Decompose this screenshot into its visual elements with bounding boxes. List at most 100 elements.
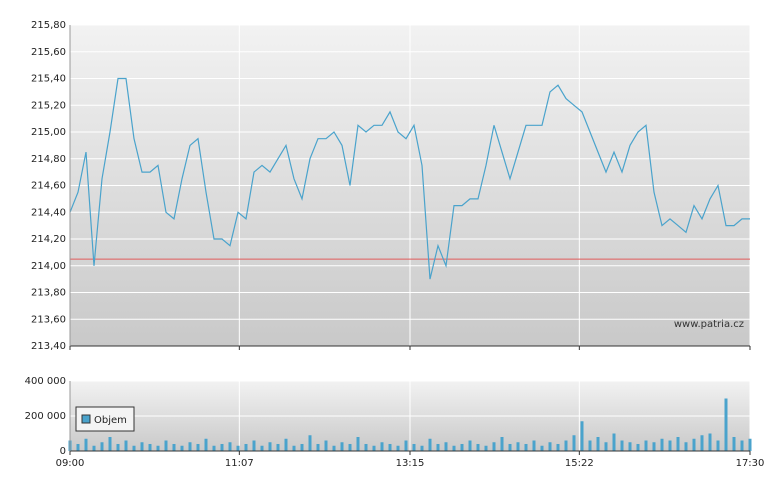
- volume-bar: [380, 442, 384, 451]
- volume-bar: [748, 438, 752, 451]
- x-tick-label: 11:07: [225, 458, 254, 469]
- watermark: www.patria.cz: [674, 319, 744, 330]
- volume-bar: [596, 437, 600, 451]
- volume-bar: [228, 442, 232, 451]
- volume-bar: [388, 444, 392, 451]
- volume-bar: [84, 438, 88, 451]
- volume-bar: [292, 445, 296, 451]
- volume-bar: [284, 438, 288, 451]
- volume-bar: [644, 440, 648, 451]
- volume-bar: [324, 440, 328, 451]
- volume-bar: [356, 437, 360, 451]
- y-tick-label: 215,40: [31, 74, 66, 85]
- volume-bar: [620, 440, 624, 451]
- volume-bar: [468, 440, 472, 451]
- volume-bar: [396, 445, 400, 451]
- volume-bar: [316, 444, 320, 451]
- volume-bar: [260, 445, 264, 451]
- volume-bar: [92, 445, 96, 451]
- volume-bar: [500, 437, 504, 451]
- y-tick-label: 214,40: [31, 207, 66, 218]
- volume-bar: [196, 444, 200, 451]
- volume-bar: [460, 444, 464, 451]
- volume-bar: [692, 438, 696, 451]
- volume-bar: [180, 445, 184, 451]
- y-tick-label: 214,80: [31, 154, 66, 165]
- volume-bar: [724, 398, 728, 451]
- volume-bar: [668, 440, 672, 451]
- y-tick-label: 214,00: [31, 261, 66, 272]
- volume-bar: [556, 444, 560, 451]
- volume-bar: [540, 445, 544, 451]
- volume-bar: [564, 440, 568, 451]
- volume-bar: [140, 442, 144, 451]
- price-line: [69, 77, 750, 280]
- volume-bar: [404, 440, 408, 451]
- y-tick-label: 215,00: [31, 127, 66, 138]
- volume-bar: [516, 442, 520, 451]
- volume-bar: [612, 433, 616, 451]
- volume-bar: [524, 444, 528, 451]
- volume-bar: [700, 435, 704, 451]
- volume-bar: [244, 444, 248, 451]
- volume-bar: [116, 444, 120, 451]
- volume-bar: [628, 442, 632, 451]
- volume-bar: [268, 442, 272, 451]
- y-tick-label: 213,80: [31, 288, 66, 299]
- x-tick-label: 17:30: [736, 458, 765, 469]
- volume-bar: [716, 440, 720, 451]
- volume-bar: [332, 445, 336, 451]
- volume-bar: [252, 440, 256, 451]
- volume-bar: [436, 444, 440, 451]
- volume-bar: [188, 442, 192, 451]
- volume-bar: [708, 433, 712, 451]
- volume-bar: [340, 442, 344, 451]
- volume-bar: [604, 442, 608, 451]
- volume-bar: [452, 445, 456, 451]
- volume-bar: [476, 444, 480, 451]
- y-tick-label: 0: [60, 446, 66, 457]
- volume-bar: [588, 440, 592, 451]
- y-tick-label: 215,20: [31, 100, 66, 111]
- volume-bar: [364, 444, 368, 451]
- volume-bar: [348, 444, 352, 451]
- y-tick-label: 213,40: [31, 341, 66, 352]
- y-tick-label: 215,60: [31, 47, 66, 58]
- volume-bar: [660, 438, 664, 451]
- volume-bar: [172, 444, 176, 451]
- volume-bar: [276, 444, 280, 451]
- volume-bar: [676, 437, 680, 451]
- volume-bar: [372, 445, 376, 451]
- volume-bar: [740, 440, 744, 451]
- volume-bar: [156, 445, 160, 451]
- volume-bar: [308, 435, 312, 451]
- y-tick-label: 214,20: [31, 234, 66, 245]
- volume-bar: [164, 440, 168, 451]
- legend-swatch: [81, 414, 91, 424]
- y-tick-label: 213,60: [31, 314, 66, 325]
- volume-bar: [124, 440, 128, 451]
- volume-bar: [444, 442, 448, 451]
- volume-bar: [572, 435, 576, 451]
- volume-bar: [236, 445, 240, 451]
- volume-bar: [580, 421, 584, 451]
- volume-bar: [548, 442, 552, 451]
- volume-bar: [148, 444, 152, 451]
- volume-bar: [428, 438, 432, 451]
- volume-bar: [76, 444, 80, 451]
- volume-bar: [532, 440, 536, 451]
- volume-bar: [508, 444, 512, 451]
- volume-bar: [684, 442, 688, 451]
- volume-bar: [220, 444, 224, 451]
- volume-bar: [204, 438, 208, 451]
- volume-bar: [652, 442, 656, 451]
- volume-bar: [492, 442, 496, 451]
- y-tick-label: 214,60: [31, 181, 66, 192]
- volume-bar: [132, 445, 136, 451]
- x-tick-label: 15:22: [565, 458, 594, 469]
- legend: Objem: [75, 406, 135, 432]
- y-tick-label: 200 000: [25, 411, 66, 422]
- x-tick-label: 09:00: [56, 458, 85, 469]
- volume-bar: [420, 445, 424, 451]
